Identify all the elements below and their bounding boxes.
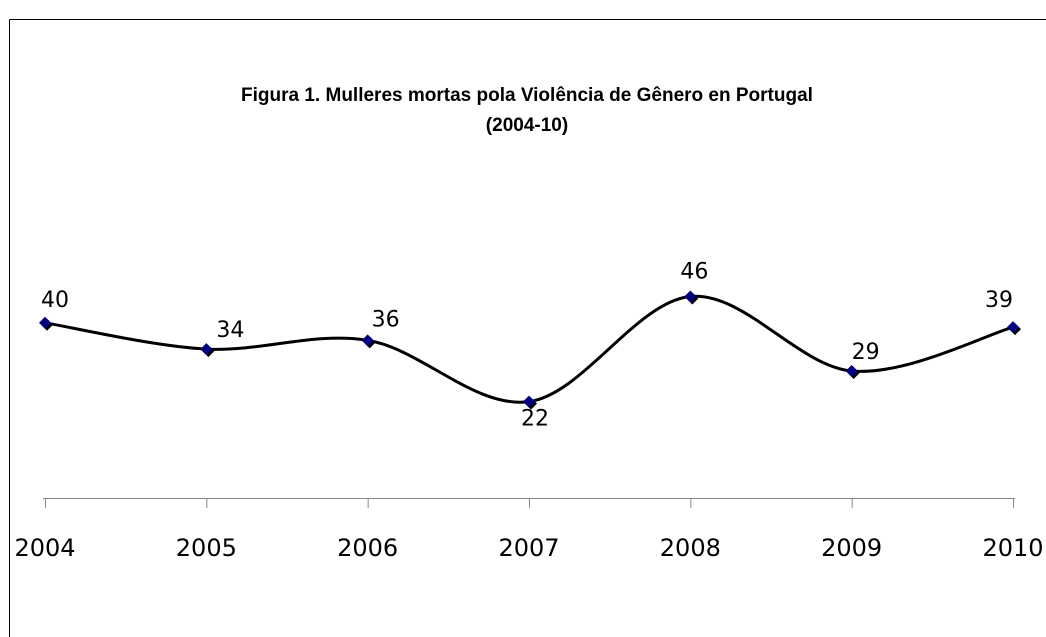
- data-label: 39: [985, 288, 1013, 313]
- data-label: 22: [521, 407, 549, 432]
- data-label: 46: [680, 260, 708, 285]
- marker: [845, 364, 858, 377]
- marker: [200, 343, 213, 356]
- x-tick-label: 2005: [176, 534, 237, 562]
- data-label: 36: [372, 307, 400, 332]
- marker: [39, 316, 51, 329]
- chart-title: Figura 1. Mulleres mortas pola Violência…: [241, 85, 813, 106]
- x-tick-label: 2010: [982, 534, 1043, 562]
- marker: [523, 395, 535, 408]
- marker: [684, 290, 697, 303]
- x-tick-label: 2008: [660, 534, 721, 562]
- x-tick-label: 2006: [337, 534, 398, 562]
- x-tick-label: 2007: [498, 534, 559, 562]
- data-label: 40: [41, 288, 69, 313]
- x-tick-label: 2004: [14, 534, 75, 562]
- data-label: 29: [852, 340, 880, 365]
- data-label: 34: [216, 318, 244, 343]
- marker: [361, 334, 374, 347]
- chart-subtitle: (2004-10): [486, 115, 568, 136]
- x-tick-label: 2009: [821, 534, 882, 562]
- marker: [1007, 321, 1019, 334]
